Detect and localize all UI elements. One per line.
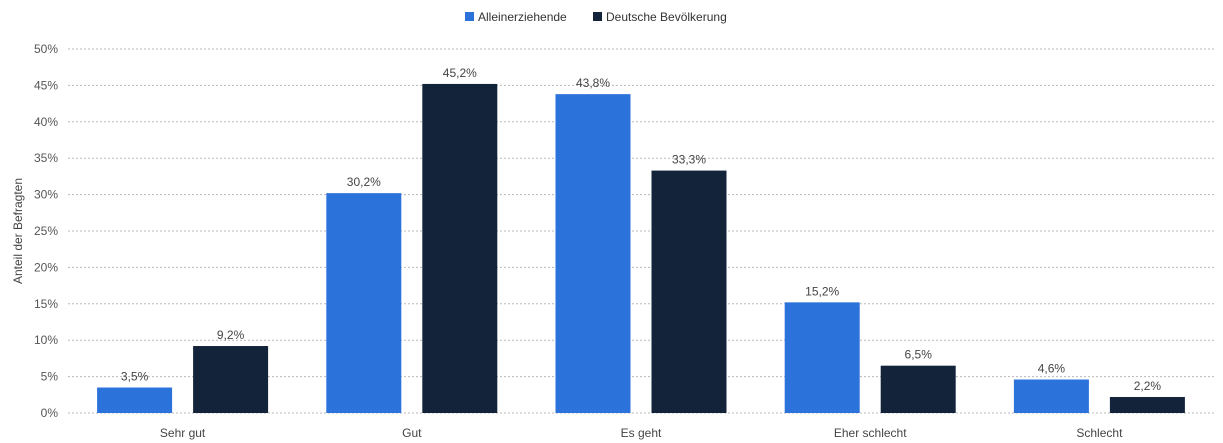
x-tick-label: Eher schlecht [834,426,907,440]
legend-swatch [465,12,474,21]
bar-alleinerziehende [1013,379,1089,413]
legend-swatch [593,12,602,21]
x-tick-label: Sehr gut [160,426,206,440]
y-tick-label: 20% [34,260,58,274]
y-tick-label: 25% [34,224,58,238]
y-tick-label: 35% [34,151,58,165]
y-tick-label: 15% [34,297,58,311]
data-label: 45,2% [443,66,477,80]
y-tick-label: 50% [34,42,58,56]
y-tick-label: 45% [34,78,58,92]
data-label: 15,2% [805,284,839,298]
y-tick-label: 40% [34,115,58,129]
bar-alleinerziehende [784,302,860,413]
legend-label: Deutsche Bevölkerung [606,10,727,24]
data-label: 3,5% [121,370,149,384]
bar-deutsche-bevoelkerung [1109,396,1185,413]
bar-alleinerziehende [555,94,631,414]
x-tick-label: Schlecht [1076,426,1123,440]
data-label: 6,5% [905,348,933,362]
x-tick-label: Es geht [621,426,662,440]
y-tick-label: 10% [34,333,58,347]
y-axis-label: Anteil der Befragten [11,178,25,284]
y-tick-label: 30% [34,188,58,202]
data-label: 33,3% [672,153,706,167]
data-label: 2,2% [1134,379,1162,393]
bar-alleinerziehende [326,193,402,413]
bar-deutsche-bevoelkerung [651,170,727,413]
y-tick-label: 0% [41,406,59,420]
data-label: 43,8% [576,76,610,90]
bar-alleinerziehende [97,387,173,413]
legend-label: Alleinerziehende [478,10,567,24]
bar-deutsche-bevoelkerung [880,365,956,413]
x-tick-label: Gut [402,426,422,440]
data-label: 4,6% [1038,362,1066,376]
data-label: 9,2% [217,328,245,342]
bar-deutsche-bevoelkerung [422,83,498,413]
data-label: 30,2% [347,175,381,189]
bar-deutsche-bevoelkerung [193,346,269,413]
y-tick-label: 5% [41,370,59,384]
